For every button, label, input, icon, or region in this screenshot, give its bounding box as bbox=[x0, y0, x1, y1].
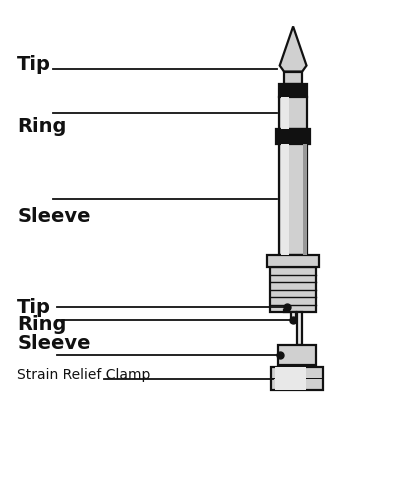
Text: Tip: Tip bbox=[17, 298, 51, 317]
Text: Sleeve: Sleeve bbox=[17, 334, 91, 353]
Bar bbox=[276, 367, 306, 390]
Bar bbox=[272, 367, 323, 390]
Text: Strain Relief Clamp: Strain Relief Clamp bbox=[17, 368, 150, 383]
Bar bbox=[284, 72, 302, 84]
Bar bbox=[276, 129, 310, 144]
Bar bbox=[303, 144, 307, 255]
Text: Tip: Tip bbox=[17, 54, 51, 74]
Bar bbox=[281, 97, 289, 129]
Bar bbox=[279, 144, 307, 255]
Bar bbox=[284, 309, 289, 312]
Bar bbox=[276, 367, 306, 390]
Bar bbox=[278, 345, 316, 365]
Polygon shape bbox=[280, 26, 306, 72]
Text: Ring: Ring bbox=[17, 315, 67, 334]
Bar bbox=[270, 267, 316, 312]
Bar bbox=[297, 312, 302, 345]
Bar bbox=[279, 84, 307, 97]
Bar bbox=[281, 144, 289, 255]
Text: Ring: Ring bbox=[17, 117, 67, 136]
Bar bbox=[272, 377, 323, 379]
Bar bbox=[267, 255, 319, 267]
Text: Sleeve: Sleeve bbox=[17, 208, 91, 226]
Bar bbox=[291, 312, 296, 322]
Bar bbox=[279, 97, 307, 129]
